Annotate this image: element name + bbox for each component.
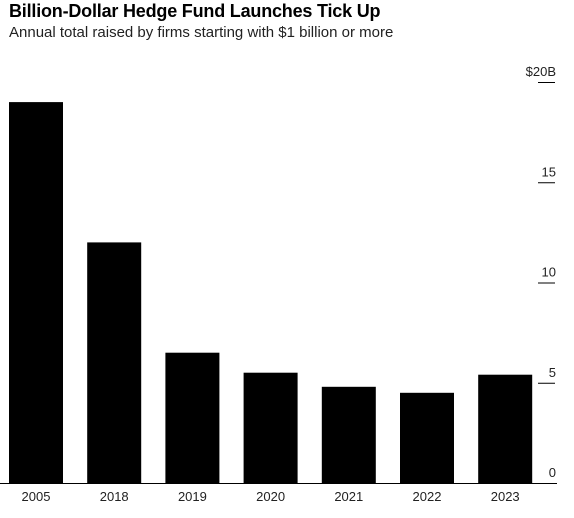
x-tick-label-2018: 2018 bbox=[100, 489, 129, 504]
x-tick-label-2019: 2019 bbox=[178, 489, 207, 504]
y-tick-label-0: 0 bbox=[549, 465, 556, 480]
x-tick-label-2023: 2023 bbox=[491, 489, 520, 504]
bars-group bbox=[9, 102, 533, 483]
bar-2020 bbox=[243, 372, 298, 483]
x-tick-label-2020: 2020 bbox=[256, 489, 285, 504]
chart-subtitle: Annual total raised by firms starting wi… bbox=[9, 24, 394, 41]
bar-2019 bbox=[165, 352, 220, 483]
x-tick-label-2005: 2005 bbox=[22, 489, 51, 504]
bar-2005 bbox=[9, 102, 63, 483]
y-tick-label-15: 15 bbox=[542, 164, 556, 179]
chart-title: Billion-Dollar Hedge Fund Launches Tick … bbox=[9, 1, 381, 21]
y-tick-label-20: $20B bbox=[526, 64, 556, 79]
bar-2018 bbox=[87, 242, 142, 483]
x-axis: 2005 2018 2019 2020 2021 2022 2023 bbox=[0, 483, 557, 504]
bar-2023 bbox=[478, 374, 533, 483]
bar-2022 bbox=[400, 392, 454, 483]
y-tick-label-5: 5 bbox=[549, 365, 556, 380]
y-tick-label-10: 10 bbox=[542, 265, 556, 280]
x-tick-label-2022: 2022 bbox=[413, 489, 442, 504]
y-axis: 0 5 10 15 $20B bbox=[526, 64, 556, 480]
x-tick-label-2021: 2021 bbox=[334, 489, 363, 504]
bar-2021 bbox=[321, 386, 376, 483]
